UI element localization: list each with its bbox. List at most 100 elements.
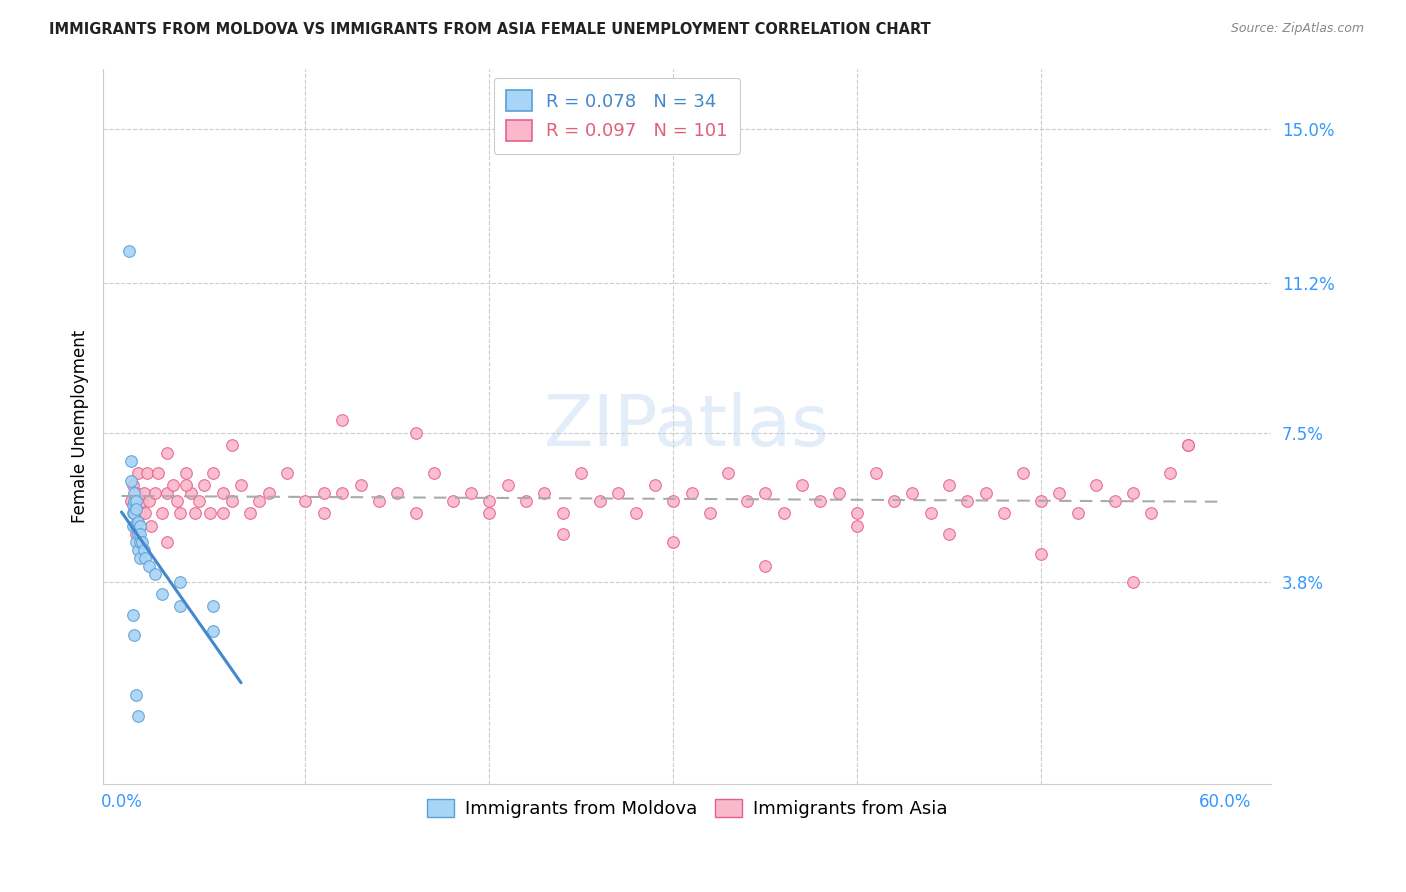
Legend: Immigrants from Moldova, Immigrants from Asia: Immigrants from Moldova, Immigrants from… bbox=[419, 792, 955, 825]
Point bbox=[569, 466, 592, 480]
Point bbox=[124, 628, 146, 642]
Point bbox=[1177, 438, 1199, 452]
Point bbox=[120, 474, 142, 488]
Point bbox=[312, 486, 335, 500]
Point bbox=[211, 486, 233, 500]
Point bbox=[136, 466, 159, 480]
Point bbox=[312, 507, 335, 521]
Point bbox=[330, 413, 353, 427]
Point bbox=[162, 478, 184, 492]
Point bbox=[156, 446, 179, 460]
Point bbox=[127, 466, 149, 480]
Point bbox=[276, 466, 298, 480]
Point bbox=[551, 526, 574, 541]
Point bbox=[478, 507, 501, 521]
Point bbox=[202, 624, 225, 638]
Point bbox=[883, 494, 905, 508]
Point bbox=[120, 454, 142, 468]
Point bbox=[134, 550, 156, 565]
Point bbox=[368, 494, 391, 508]
Point bbox=[127, 526, 149, 541]
Point bbox=[681, 486, 703, 500]
Point bbox=[169, 507, 191, 521]
Point bbox=[607, 486, 630, 500]
Point bbox=[1159, 466, 1181, 480]
Point bbox=[478, 494, 501, 508]
Point bbox=[1122, 486, 1144, 500]
Point bbox=[1140, 507, 1163, 521]
Point bbox=[249, 494, 271, 508]
Point bbox=[125, 494, 148, 508]
Point bbox=[125, 502, 148, 516]
Point bbox=[129, 534, 152, 549]
Point bbox=[405, 507, 427, 521]
Point bbox=[920, 507, 942, 521]
Point bbox=[717, 466, 740, 480]
Point bbox=[1177, 438, 1199, 452]
Point bbox=[294, 494, 316, 508]
Point bbox=[387, 486, 409, 500]
Point bbox=[423, 466, 446, 480]
Point bbox=[139, 518, 162, 533]
Point bbox=[938, 526, 960, 541]
Point bbox=[180, 486, 202, 500]
Point bbox=[993, 507, 1015, 521]
Point bbox=[156, 486, 179, 500]
Point bbox=[515, 494, 537, 508]
Point bbox=[131, 494, 153, 508]
Point bbox=[202, 599, 225, 614]
Point bbox=[124, 507, 146, 521]
Point bbox=[626, 507, 648, 521]
Point bbox=[865, 466, 887, 480]
Point bbox=[790, 478, 813, 492]
Point bbox=[754, 486, 776, 500]
Point bbox=[1122, 575, 1144, 590]
Point bbox=[121, 607, 143, 622]
Point bbox=[129, 518, 152, 533]
Text: Source: ZipAtlas.com: Source: ZipAtlas.com bbox=[1230, 22, 1364, 36]
Point bbox=[129, 534, 152, 549]
Point bbox=[257, 486, 280, 500]
Point bbox=[441, 494, 464, 508]
Point bbox=[1011, 466, 1033, 480]
Point bbox=[405, 425, 427, 440]
Point bbox=[330, 486, 353, 500]
Point bbox=[148, 466, 170, 480]
Point bbox=[166, 494, 188, 508]
Point bbox=[169, 599, 191, 614]
Point bbox=[699, 507, 721, 521]
Point bbox=[125, 486, 148, 500]
Point bbox=[735, 494, 758, 508]
Point bbox=[1104, 494, 1126, 508]
Point bbox=[118, 244, 141, 258]
Point bbox=[125, 526, 148, 541]
Point bbox=[143, 567, 166, 582]
Point bbox=[496, 478, 519, 492]
Point bbox=[828, 486, 851, 500]
Point bbox=[901, 486, 924, 500]
Point bbox=[121, 499, 143, 513]
Point bbox=[551, 507, 574, 521]
Point bbox=[127, 708, 149, 723]
Point bbox=[187, 494, 209, 508]
Point bbox=[589, 494, 612, 508]
Point bbox=[938, 478, 960, 492]
Point bbox=[1029, 494, 1052, 508]
Point bbox=[124, 486, 146, 500]
Point bbox=[808, 494, 831, 508]
Point bbox=[221, 494, 243, 508]
Point bbox=[121, 518, 143, 533]
Point bbox=[662, 494, 685, 508]
Point bbox=[1029, 547, 1052, 561]
Point bbox=[129, 550, 152, 565]
Point bbox=[460, 486, 482, 500]
Text: ZIPatlas: ZIPatlas bbox=[544, 392, 830, 461]
Point bbox=[132, 542, 155, 557]
Point bbox=[1085, 478, 1108, 492]
Point bbox=[127, 515, 149, 529]
Point bbox=[202, 466, 225, 480]
Point bbox=[772, 507, 794, 521]
Text: IMMIGRANTS FROM MOLDOVA VS IMMIGRANTS FROM ASIA FEMALE UNEMPLOYMENT CORRELATION : IMMIGRANTS FROM MOLDOVA VS IMMIGRANTS FR… bbox=[49, 22, 931, 37]
Point bbox=[131, 534, 153, 549]
Point bbox=[184, 507, 207, 521]
